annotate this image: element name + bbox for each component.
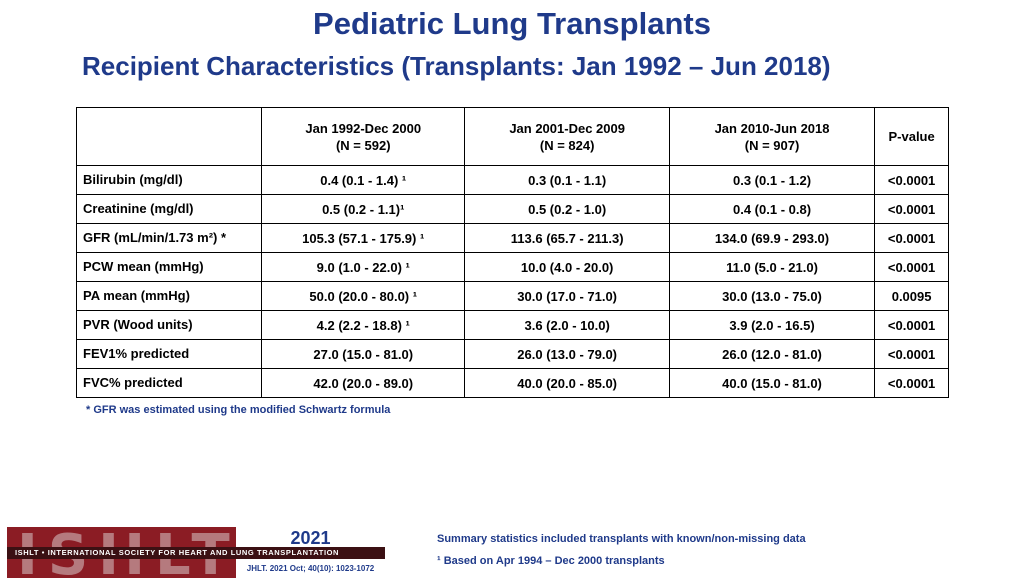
table-row: FEV1% predicted 27.0 (15.0 - 81.0) 26.0 … xyxy=(75,339,949,369)
ishlt-logo: ISHLT ISHLT • INTERNATIONAL SOCIETY FOR … xyxy=(7,527,385,578)
cell-period-1: 4.2 (2.2 - 18.8) ¹ xyxy=(261,310,466,340)
header-cell-empty xyxy=(75,107,263,166)
table-header-row: Jan 1992-Dec 2000 (N = 592) Jan 2001-Dec… xyxy=(75,107,949,166)
cell-period-3: 134.0 (69.9 - 293.0) xyxy=(668,223,876,253)
cell-period-1: 0.5 (0.2 - 1.1)¹ xyxy=(261,194,466,224)
cell-period-1: 9.0 (1.0 - 22.0) ¹ xyxy=(261,252,466,282)
table-row: Creatinine (mg/dl) 0.5 (0.2 - 1.1)¹ 0.5 … xyxy=(75,194,949,224)
row-label: Creatinine (mg/dl) xyxy=(75,194,263,224)
cell-period-1: 50.0 (20.0 - 80.0) ¹ xyxy=(261,281,466,311)
page-subtitle: Recipient Characteristics (Transplants: … xyxy=(82,51,831,81)
based-on-note: ¹ Based on Apr 1994 – Dec 2000 transplan… xyxy=(437,555,665,567)
cell-period-3: 30.0 (13.0 - 75.0) xyxy=(668,281,876,311)
cell-period-2: 30.0 (17.0 - 71.0) xyxy=(464,281,670,311)
cell-period-2: 0.3 (0.1 - 1.1) xyxy=(464,165,670,195)
cell-pvalue: <0.0001 xyxy=(874,223,949,253)
cell-period-2: 40.0 (20.0 - 85.0) xyxy=(464,368,670,398)
header-period-1-range: Jan 1992-Dec 2000 xyxy=(305,120,422,136)
gfr-footnote: * GFR was estimated using the modified S… xyxy=(86,404,391,416)
page-title: Pediatric Lung Transplants xyxy=(313,6,711,41)
cell-period-2: 0.5 (0.2 - 1.0) xyxy=(464,194,670,224)
table-row: Bilirubin (mg/dl) 0.4 (0.1 - 1.4) ¹ 0.3 … xyxy=(75,165,949,195)
row-label: FVC% predicted xyxy=(75,368,263,398)
cell-pvalue: <0.0001 xyxy=(874,252,949,282)
logo-year: 2021 xyxy=(236,527,385,548)
table-row: GFR (mL/min/1.73 m²) * 105.3 (57.1 - 175… xyxy=(75,223,949,253)
cell-period-1: 27.0 (15.0 - 81.0) xyxy=(261,339,466,369)
cell-period-3: 0.4 (0.1 - 0.8) xyxy=(668,194,876,224)
cell-period-3: 40.0 (15.0 - 81.0) xyxy=(668,368,876,398)
cell-period-2: 10.0 (4.0 - 20.0) xyxy=(464,252,670,282)
recipient-characteristics-table: Jan 1992-Dec 2000 (N = 592) Jan 2001-Dec… xyxy=(75,107,949,398)
cell-period-1: 42.0 (20.0 - 89.0) xyxy=(261,368,466,398)
header-period-2-range: Jan 2001-Dec 2009 xyxy=(509,120,625,136)
cell-pvalue: <0.0001 xyxy=(874,368,949,398)
cell-period-2: 113.6 (65.7 - 211.3) xyxy=(464,223,670,253)
row-label: PA mean (mmHg) xyxy=(75,281,263,311)
cell-period-2: 3.6 (2.0 - 10.0) xyxy=(464,310,670,340)
cell-period-3: 11.0 (5.0 - 21.0) xyxy=(668,252,876,282)
header-period-2-count: (N = 824) xyxy=(539,137,595,153)
row-label: FEV1% predicted xyxy=(75,339,263,369)
logo-society-band: ISHLT • INTERNATIONAL SOCIETY FOR HEART … xyxy=(7,547,385,559)
table-row: FVC% predicted 42.0 (20.0 - 89.0) 40.0 (… xyxy=(75,368,949,398)
cell-pvalue: <0.0001 xyxy=(874,194,949,224)
table-row: PA mean (mmHg) 50.0 (20.0 - 80.0) ¹ 30.0… xyxy=(75,281,949,311)
row-label: GFR (mL/min/1.73 m²) * xyxy=(75,223,263,253)
cell-pvalue: 0.0095 xyxy=(874,281,949,311)
row-label: PVR (Wood units) xyxy=(75,310,263,340)
header-period-1-count: (N = 592) xyxy=(335,137,391,153)
cell-period-2: 26.0 (13.0 - 79.0) xyxy=(464,339,670,369)
header-period-3-range: Jan 2010-Jun 2018 xyxy=(714,120,830,136)
header-cell-pvalue: P-value xyxy=(874,107,949,166)
cell-pvalue: <0.0001 xyxy=(874,339,949,369)
row-label: Bilirubin (mg/dl) xyxy=(75,165,263,195)
cell-period-3: 3.9 (2.0 - 16.5) xyxy=(668,310,876,340)
table-row: PCW mean (mmHg) 9.0 (1.0 - 22.0) ¹ 10.0 … xyxy=(75,252,949,282)
header-cell-period-1: Jan 1992-Dec 2000 (N = 592) xyxy=(261,107,466,166)
cell-pvalue: <0.0001 xyxy=(874,310,949,340)
cell-period-1: 105.3 (57.1 - 175.9) ¹ xyxy=(261,223,466,253)
cell-pvalue: <0.0001 xyxy=(874,165,949,195)
cell-period-3: 0.3 (0.1 - 1.2) xyxy=(668,165,876,195)
table-row: PVR (Wood units) 4.2 (2.2 - 18.8) ¹ 3.6 … xyxy=(75,310,949,340)
cell-period-1: 0.4 (0.1 - 1.4) ¹ xyxy=(261,165,466,195)
header-pvalue-label: P-value xyxy=(888,129,935,144)
logo-citation: JHLT. 2021 Oct; 40(10): 1023-1072 xyxy=(236,559,385,578)
header-cell-period-2: Jan 2001-Dec 2009 (N = 824) xyxy=(464,107,670,166)
header-period-3-count: (N = 907) xyxy=(744,137,800,153)
row-label: PCW mean (mmHg) xyxy=(75,252,263,282)
header-cell-period-3: Jan 2010-Jun 2018 (N = 907) xyxy=(668,107,876,166)
summary-note: Summary statistics included transplants … xyxy=(437,533,806,545)
cell-period-3: 26.0 (12.0 - 81.0) xyxy=(668,339,876,369)
